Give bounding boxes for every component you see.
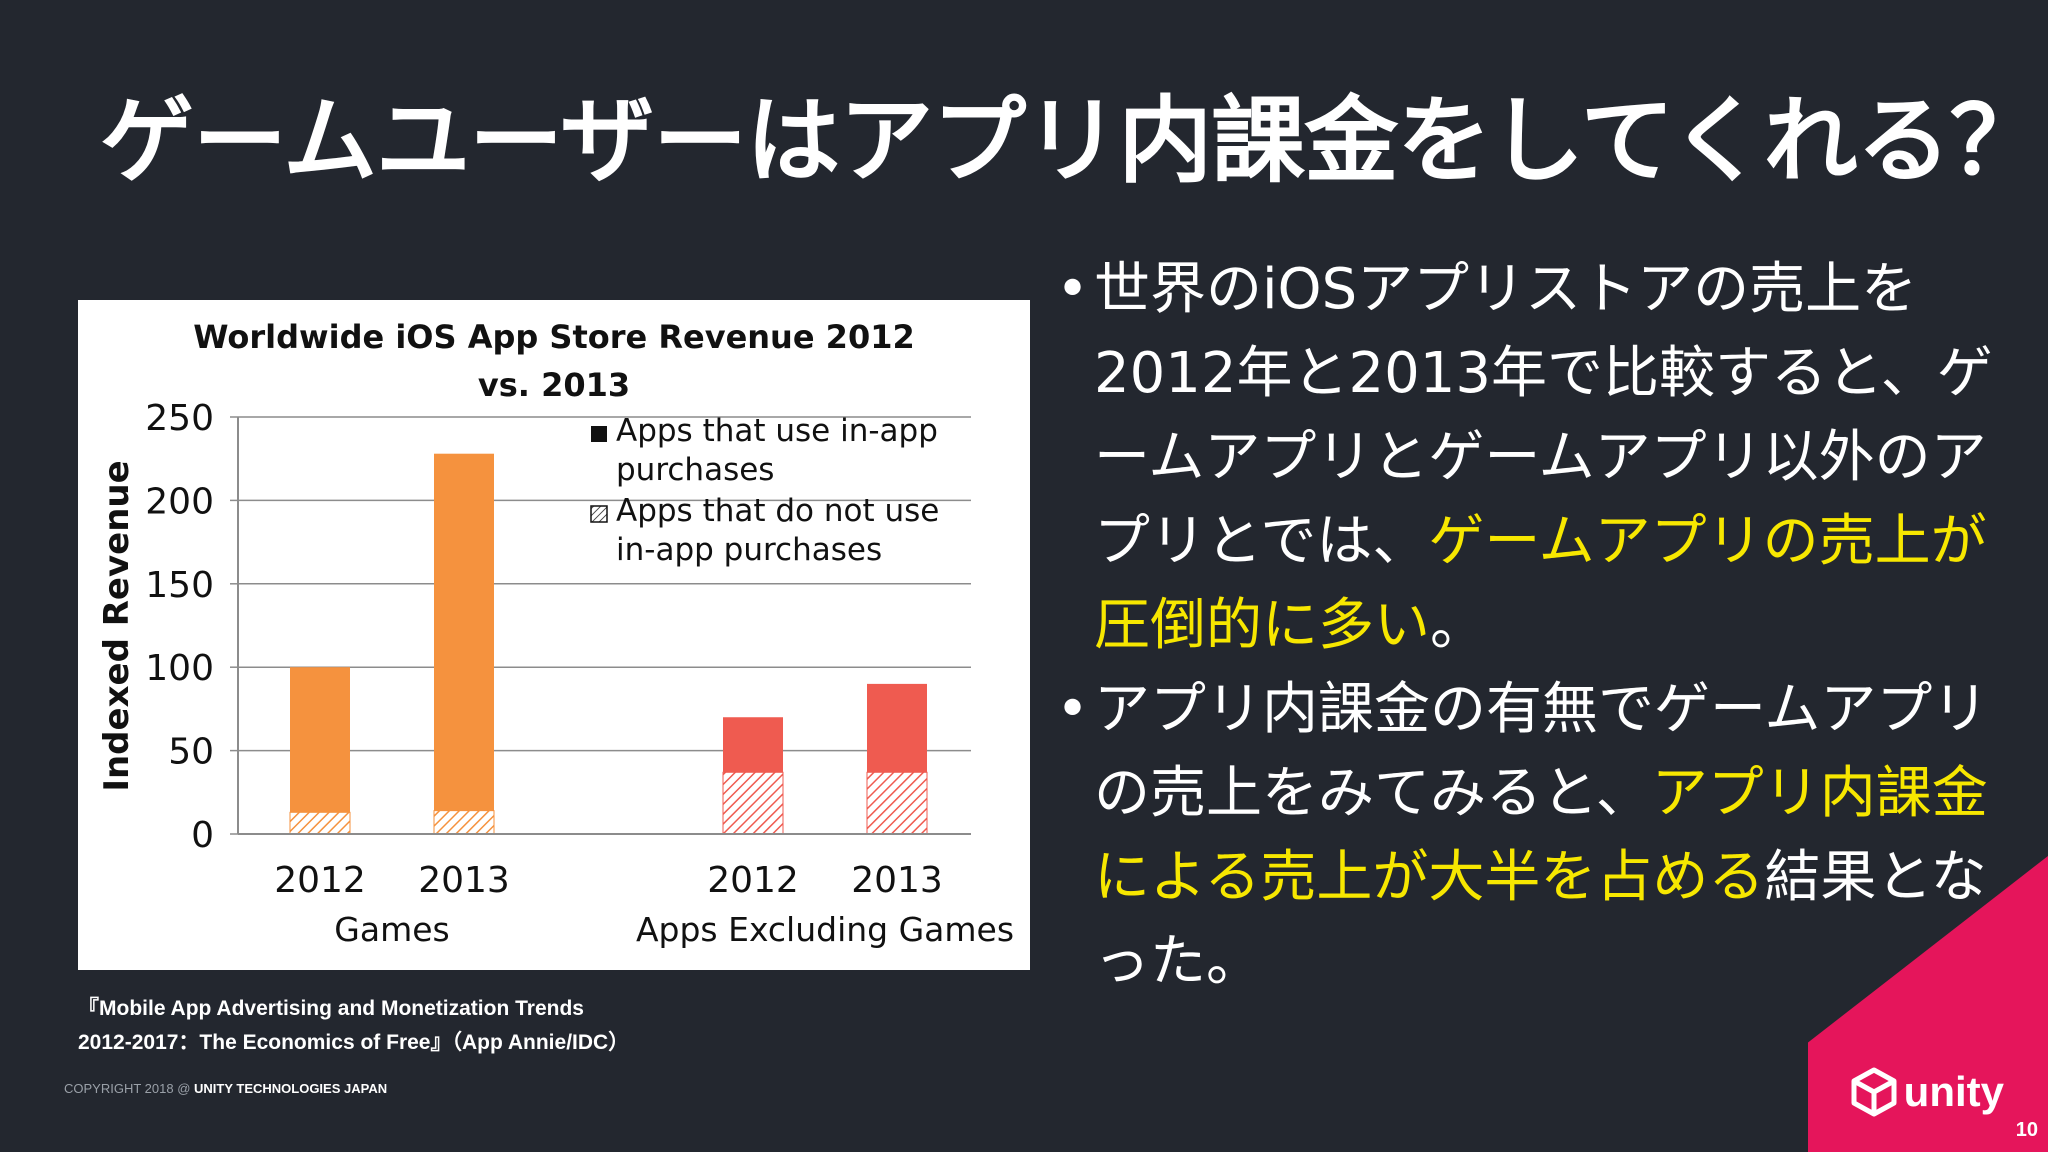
legend-label-line: Apps that do not use xyxy=(616,493,939,529)
y-tick-label: 100 xyxy=(145,648,214,689)
bullet-text: 世界のiOSアプリストアの売上を2012年と2013年で比較すると、ゲームアプリ… xyxy=(1094,257,1993,574)
legend-label-line: in-app purchases xyxy=(616,532,882,568)
legend-label-line: Apps that use in-app xyxy=(616,413,938,449)
x-tick-label: 2013 xyxy=(851,860,943,901)
x-group-label-games: Games xyxy=(334,910,449,949)
x-tick-label: 2013 xyxy=(418,860,510,901)
revenue-chart: 0 50 100 150 200 250 2012 2013 2012 2013 Games Apps… xyxy=(78,300,1030,970)
unity-cube-icon xyxy=(1851,1067,1897,1117)
y-tick-label: 150 xyxy=(145,565,214,606)
x-group-label-non-games: Apps Excluding Games xyxy=(636,910,1014,949)
unity-wordmark: unity xyxy=(1903,1068,2004,1115)
y-axis-label: Indexed Revenue xyxy=(97,460,137,791)
source-line-1: 『Mobile App Advertising and Monetization… xyxy=(78,997,584,1020)
y-tick-label: 50 xyxy=(168,732,214,773)
legend-swatch-hatched xyxy=(590,505,608,523)
bullet-text: 。 xyxy=(1430,593,1486,658)
bar-no-in-app-segment xyxy=(722,771,784,835)
bar-in-app-segment xyxy=(723,717,783,773)
bullet-text: 結果となった。 xyxy=(1094,845,1987,994)
y-tick-label: 250 xyxy=(145,398,214,439)
bar-in-app-segment xyxy=(867,683,927,773)
bullet-item: • 世界のiOSアプリストアの売上を2012年と2013年で比較すると、ゲームアプ… xyxy=(1056,248,2016,668)
x-tick-label: 2012 xyxy=(707,860,799,901)
unity-logo: unity xyxy=(1848,1066,2004,1118)
bullet-highlight-text: アプリ内課金による売上が大半を占める xyxy=(1094,761,1988,910)
slide-title: ゲームユーザーはアプリ内課金をしてくれる？ xyxy=(100,87,2044,196)
bullet-highlight-text: ゲームアプリの売上が圧倒的に多い xyxy=(1094,509,1987,658)
copyright: COPYRIGHT 2018 @ UNITY TECHNOLOGIES JAPA… xyxy=(64,1081,387,1096)
copyright-prefix: COPYRIGHT 2018 @ xyxy=(64,1081,194,1096)
bullet-dot: • xyxy=(1056,257,1090,322)
bar-no-in-app-segment xyxy=(866,771,928,835)
source-line-2: 2012-2017：The Economics of Free』（App Ann… xyxy=(78,1031,630,1054)
bullet-text: アプリ内課金の有無でゲームアプリの売上をみてみると、 xyxy=(1094,677,1989,826)
chart-title-line-1: Worldwide iOS App Store Revenue 2012 xyxy=(193,318,914,356)
bar-no-in-app-segment xyxy=(289,811,351,835)
bar-in-app-segment xyxy=(290,667,350,813)
y-tick-label: 200 xyxy=(145,481,214,522)
bar-in-app-segment xyxy=(434,453,494,811)
bullet-list: • 世界のiOSアプリストアの売上を2012年と2013年で比較すると、ゲームアプ… xyxy=(1056,248,2016,1004)
legend-label-line: purchases xyxy=(616,452,774,488)
source-citation: 『Mobile App Advertising and Monetization… xyxy=(78,992,629,1060)
x-tick-label: 2012 xyxy=(274,860,366,901)
chart-title-line-2: vs. 2013 xyxy=(478,366,630,404)
bar-no-in-app-segment xyxy=(433,810,495,835)
bullet-item: • アプリ内課金の有無でゲームアプリの売上をみてみると、アプリ内課金による売上が大… xyxy=(1056,668,2016,1004)
copyright-company: UNITY TECHNOLOGIES JAPAN xyxy=(194,1081,388,1096)
page-number: 10 xyxy=(2015,1119,2038,1141)
y-tick-label: 0 xyxy=(191,815,214,856)
legend-swatch-solid xyxy=(591,426,607,442)
chart-svg: 0 50 100 150 200 250 2012 2013 2012 2013 Games Apps… xyxy=(97,318,1014,949)
bullet-dot: • xyxy=(1056,677,1090,742)
